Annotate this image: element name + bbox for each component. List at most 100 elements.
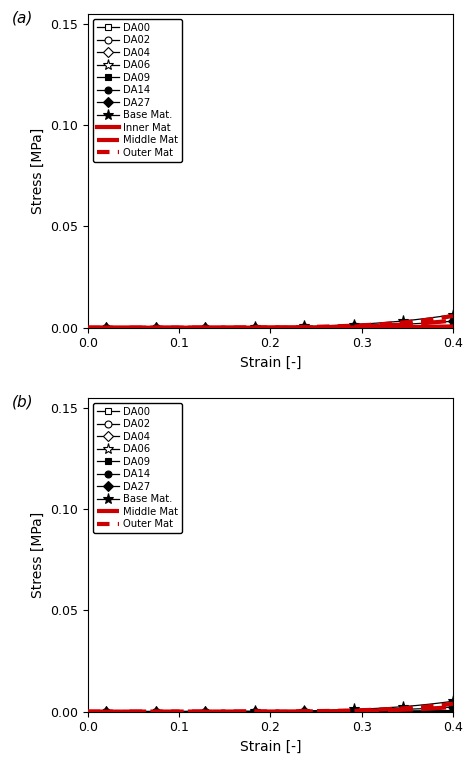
DA00 bbox=[419, 323, 425, 332]
Base Mat. bbox=[419, 314, 425, 324]
DA04 bbox=[432, 707, 438, 716]
DA27 bbox=[419, 319, 425, 328]
X-axis label: Strain [-]: Strain [-] bbox=[240, 356, 301, 370]
DA06 bbox=[419, 323, 425, 332]
DA04 bbox=[153, 323, 159, 332]
Inner Mat bbox=[182, 323, 188, 332]
DA27 bbox=[100, 323, 105, 332]
Base Mat. bbox=[450, 697, 456, 706]
DA09 bbox=[107, 707, 113, 716]
DA02 bbox=[450, 707, 456, 716]
DA02 bbox=[153, 323, 159, 332]
Base Mat. bbox=[107, 707, 113, 716]
Middle Mat bbox=[432, 704, 438, 713]
DA27 bbox=[107, 707, 113, 716]
Base Mat. bbox=[419, 701, 425, 710]
DA14 bbox=[107, 707, 113, 716]
Line: DA02: DA02 bbox=[84, 708, 456, 715]
Base Mat. bbox=[182, 707, 188, 716]
DA06 bbox=[85, 707, 91, 716]
DA00 bbox=[153, 707, 159, 716]
Line: DA06: DA06 bbox=[82, 706, 458, 717]
Outer Mat bbox=[153, 707, 159, 716]
DA14 bbox=[107, 323, 113, 332]
Inner Mat bbox=[85, 323, 91, 332]
Middle Mat bbox=[153, 707, 159, 716]
Line: DA14: DA14 bbox=[84, 322, 456, 331]
DA02 bbox=[107, 707, 113, 716]
Line: Outer Mat: Outer Mat bbox=[88, 704, 453, 711]
DA14 bbox=[182, 323, 188, 332]
DA04 bbox=[432, 323, 438, 332]
Outer Mat bbox=[107, 707, 113, 716]
Base Mat. bbox=[85, 323, 91, 332]
DA00 bbox=[85, 323, 91, 332]
Base Mat. bbox=[450, 310, 456, 319]
Line: Base Mat.: Base Mat. bbox=[82, 695, 458, 717]
DA27 bbox=[85, 323, 91, 332]
DA27 bbox=[107, 323, 113, 332]
Base Mat. bbox=[107, 323, 113, 332]
Middle Mat bbox=[85, 323, 91, 332]
Middle Mat bbox=[107, 707, 113, 716]
DA06 bbox=[100, 707, 105, 716]
DA06 bbox=[182, 707, 188, 716]
DA09 bbox=[85, 707, 91, 716]
DA04 bbox=[85, 323, 91, 332]
Outer Mat bbox=[450, 311, 456, 321]
DA06 bbox=[107, 707, 113, 716]
Base Mat. bbox=[100, 707, 105, 716]
DA09 bbox=[432, 323, 438, 332]
DA27 bbox=[153, 323, 159, 332]
DA02 bbox=[100, 707, 105, 716]
DA14 bbox=[432, 706, 438, 715]
DA00 bbox=[182, 707, 188, 716]
DA04 bbox=[85, 707, 91, 716]
Middle Mat bbox=[450, 316, 456, 325]
DA06 bbox=[100, 323, 105, 332]
DA00 bbox=[100, 707, 105, 716]
DA02 bbox=[100, 323, 105, 332]
DA27 bbox=[182, 323, 188, 332]
Line: DA02: DA02 bbox=[84, 324, 456, 331]
DA00 bbox=[107, 323, 113, 332]
DA14 bbox=[153, 707, 159, 716]
Middle Mat bbox=[100, 323, 105, 332]
DA09 bbox=[100, 707, 105, 716]
DA02 bbox=[419, 707, 425, 716]
DA06 bbox=[450, 323, 456, 332]
Outer Mat bbox=[107, 323, 113, 332]
Legend: DA00, DA02, DA04, DA06, DA09, DA14, DA27, Base Mat., Inner Mat, Middle Mat, Oute: DA00, DA02, DA04, DA06, DA09, DA14, DA27… bbox=[93, 19, 182, 161]
Outer Mat bbox=[182, 707, 188, 716]
Middle Mat bbox=[182, 707, 188, 716]
Line: DA00: DA00 bbox=[84, 708, 456, 715]
DA06 bbox=[153, 323, 159, 332]
DA00 bbox=[100, 323, 105, 332]
Line: Outer Mat: Outer Mat bbox=[88, 316, 453, 327]
Middle Mat bbox=[419, 705, 425, 714]
Outer Mat bbox=[432, 702, 438, 711]
DA09 bbox=[419, 323, 425, 332]
DA27 bbox=[85, 707, 91, 716]
DA14 bbox=[100, 323, 105, 332]
DA00 bbox=[432, 323, 438, 332]
Line: DA09: DA09 bbox=[84, 324, 456, 331]
Y-axis label: Stress [MPa]: Stress [MPa] bbox=[30, 128, 45, 214]
DA04 bbox=[107, 707, 113, 716]
Y-axis label: Stress [MPa]: Stress [MPa] bbox=[30, 512, 45, 597]
DA04 bbox=[419, 707, 425, 716]
Text: (b): (b) bbox=[11, 395, 33, 409]
Outer Mat bbox=[419, 316, 425, 325]
DA04 bbox=[100, 323, 105, 332]
DA04 bbox=[100, 707, 105, 716]
DA27 bbox=[182, 707, 188, 716]
Base Mat. bbox=[432, 313, 438, 322]
DA02 bbox=[419, 323, 425, 332]
Base Mat. bbox=[100, 323, 105, 332]
Line: Base Mat.: Base Mat. bbox=[82, 309, 458, 334]
DA02 bbox=[85, 323, 91, 332]
DA14 bbox=[432, 321, 438, 330]
DA27 bbox=[100, 707, 105, 716]
Middle Mat bbox=[182, 323, 188, 332]
Outer Mat bbox=[100, 707, 105, 716]
